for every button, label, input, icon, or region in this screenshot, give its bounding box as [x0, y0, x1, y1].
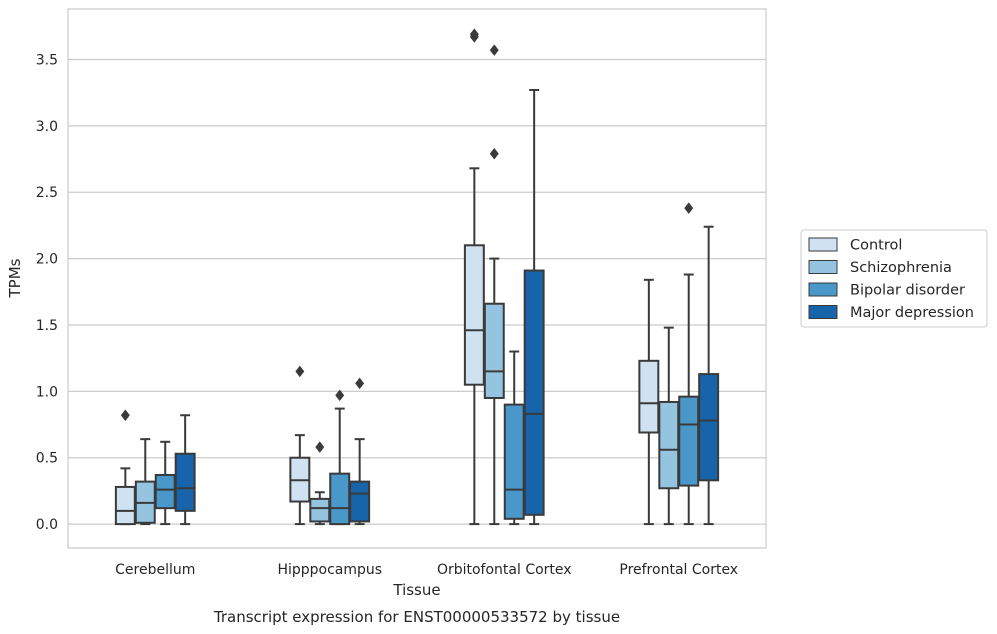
box-3-1 [349, 377, 371, 526]
box-1-3 [658, 326, 680, 526]
box-3-3 [698, 225, 720, 526]
box-1-1 [309, 441, 331, 526]
legend-swatch [808, 237, 838, 252]
box-body [174, 452, 196, 512]
legend-label: Bipolar disorder [850, 283, 965, 299]
box-0-1 [289, 365, 311, 526]
box-2-2 [503, 350, 525, 526]
chart-caption: Transcript expression for ENST0000053357… [213, 608, 620, 626]
legend-label: Control [850, 238, 902, 254]
legend-swatch [808, 282, 838, 297]
box-2-1 [329, 389, 351, 526]
box-body [309, 497, 331, 523]
box-2-3 [678, 202, 700, 526]
box-body [503, 403, 525, 520]
outlier-point [489, 147, 499, 160]
box-body [678, 395, 700, 487]
y-tick-label: 3.0 [36, 119, 58, 135]
outlier-point [295, 365, 305, 378]
box-body [114, 485, 136, 526]
outlier-point [120, 409, 130, 422]
x-axis-label: Tissue [392, 581, 440, 599]
box-body [483, 302, 505, 399]
box-body [658, 400, 680, 490]
x-tick-label: Prefrontal Cortex [619, 562, 738, 578]
box-body [698, 373, 720, 482]
outlier-point [684, 202, 694, 215]
legend-swatch [808, 260, 838, 274]
box-body [638, 359, 660, 434]
outlier-point [335, 389, 345, 402]
y-tick-label: 0.5 [36, 451, 58, 467]
outlier-point [489, 44, 499, 57]
y-tick-label: 2.5 [36, 185, 58, 201]
x-tick-labels: Cerebellum Hipppocampus Orbitofontal Corte… [115, 562, 738, 578]
box-body [463, 244, 485, 386]
outlier-point [469, 28, 479, 41]
box-1-0 [134, 438, 156, 526]
outlier-point [315, 441, 325, 453]
box-body [349, 480, 371, 523]
box-body [523, 269, 545, 516]
box-2-0 [154, 440, 176, 526]
y-tick-label: 2.0 [36, 252, 58, 268]
x-tick-label: Cerebellum [115, 562, 195, 578]
y-axis-label: TPMs [6, 258, 24, 298]
y-tick-label: 1.5 [36, 318, 58, 334]
box-body [329, 472, 351, 526]
y-tick-label: 3.5 [36, 52, 58, 68]
box-layer [114, 28, 720, 526]
legend-swatch [808, 305, 838, 319]
y-tick-label: 0.0 [36, 517, 58, 533]
legend-label: Schizophrenia [850, 260, 952, 276]
box-1-2 [483, 44, 505, 526]
legend-frame [800, 229, 988, 328]
box-0-3 [638, 278, 660, 526]
y-tick-labels: 0.0 0.5 1.0 1.5 2.0 2.5 3.0 3.5 [36, 52, 58, 533]
x-tick-label: Orbitofontal Cortex [437, 562, 572, 578]
box-3-2 [523, 88, 545, 526]
box-3-0 [174, 414, 196, 526]
y-tick-label: 1.0 [36, 384, 58, 400]
plot-frame [67, 8, 767, 549]
x-tick-label: Hipppocampus [277, 562, 382, 578]
legend-label: Major depression [850, 305, 974, 321]
legend: Control Schizophrenia Bipolar disorder Majo… [800, 229, 988, 328]
outlier-point [355, 377, 365, 390]
box-0-0 [114, 409, 136, 526]
box-0-2 [463, 28, 485, 526]
box-body [154, 473, 176, 510]
